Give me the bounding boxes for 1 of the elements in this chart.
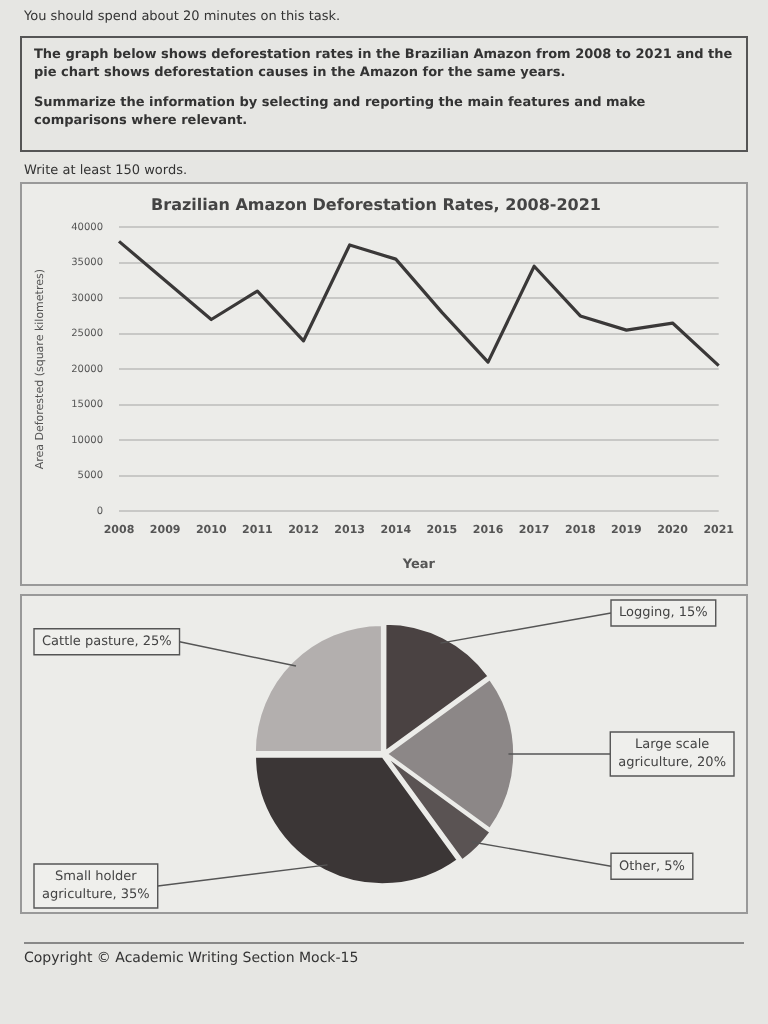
chart-title: Brazilian Amazon Deforestation Rates, 2008-2021 (151, 195, 602, 214)
